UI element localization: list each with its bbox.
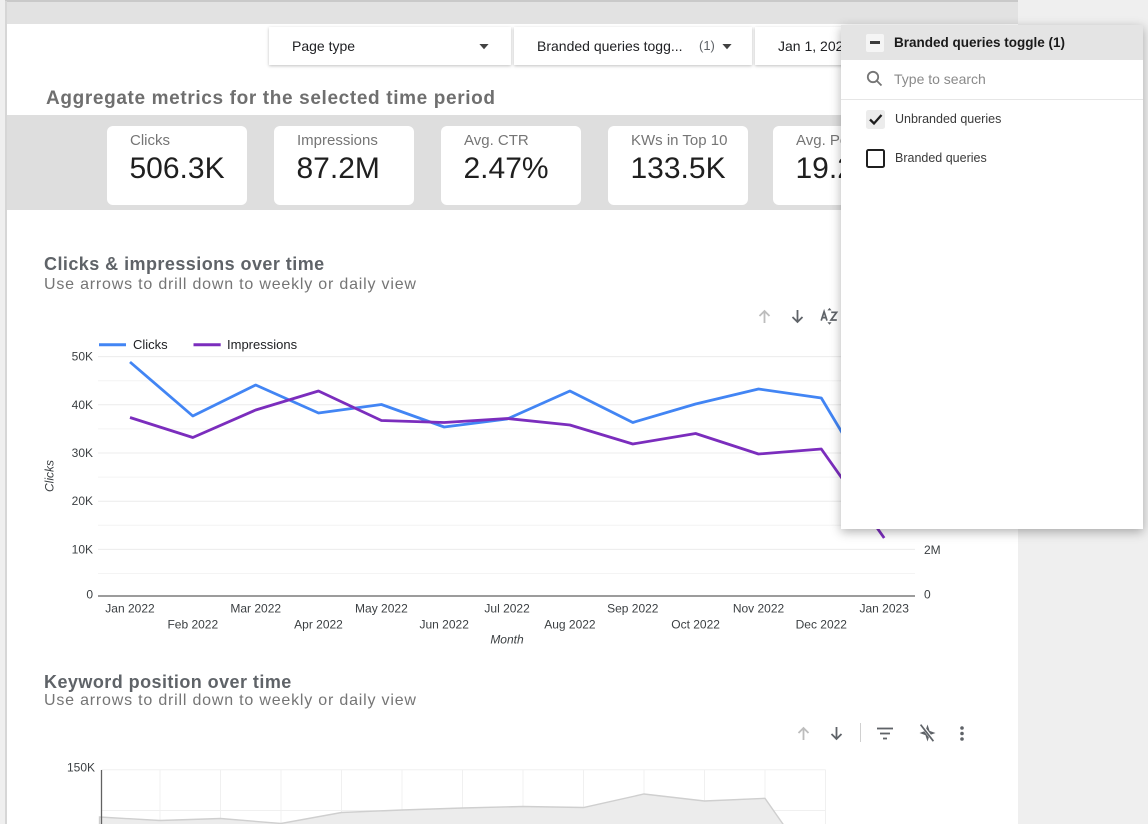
svg-text:20K: 20K <box>72 494 93 508</box>
svg-text:150K: 150K <box>67 761 95 775</box>
svg-text:Dec 2022: Dec 2022 <box>796 618 848 632</box>
svg-text:2M: 2M <box>924 543 941 557</box>
svg-text:Jul 2022: Jul 2022 <box>484 602 530 616</box>
svg-text:Sep 2022: Sep 2022 <box>607 602 659 616</box>
svg-text:0: 0 <box>86 588 93 602</box>
svg-text:Nov 2022: Nov 2022 <box>733 602 785 616</box>
svg-text:10K: 10K <box>72 542 93 556</box>
svg-text:Jan 2023: Jan 2023 <box>860 602 910 616</box>
svg-text:Clicks: Clicks <box>133 337 168 352</box>
svg-text:Mar 2022: Mar 2022 <box>230 602 281 616</box>
svg-text:30K: 30K <box>72 446 93 460</box>
svg-text:Jan 2022: Jan 2022 <box>105 602 155 616</box>
svg-text:Jun 2022: Jun 2022 <box>420 618 470 632</box>
svg-text:50K: 50K <box>72 350 93 364</box>
svg-text:Apr 2022: Apr 2022 <box>294 618 343 632</box>
svg-text:Month: Month <box>490 633 524 647</box>
svg-text:Clicks: Clicks <box>43 460 57 492</box>
svg-text:Aug 2022: Aug 2022 <box>544 618 596 632</box>
svg-text:40K: 40K <box>72 398 93 412</box>
svg-text:Feb 2022: Feb 2022 <box>167 618 218 632</box>
svg-text:Impressions: Impressions <box>227 337 298 352</box>
svg-text:0: 0 <box>924 588 931 602</box>
svg-text:Oct 2022: Oct 2022 <box>671 618 720 632</box>
svg-text:May 2022: May 2022 <box>355 602 408 616</box>
